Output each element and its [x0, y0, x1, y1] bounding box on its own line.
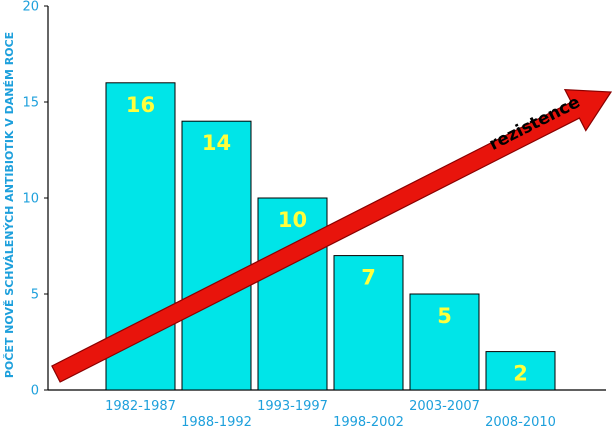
y-tick-label: 15 — [22, 96, 39, 111]
y-axis-label: POČET NOVĚ SCHVÁLENÝCH ANTIBIOTIK V DANÉ… — [3, 32, 16, 378]
x-tick-label: 1993-1997 — [257, 399, 328, 414]
bar — [257, 197, 328, 391]
bar-value-label: 10 — [278, 208, 307, 232]
bar — [485, 351, 556, 391]
bar — [181, 120, 252, 391]
x-tick-label: 1988-1992 — [181, 415, 252, 430]
y-tick-label: 0 — [31, 384, 39, 399]
bar-value-label: 16 — [126, 93, 155, 117]
bar-value-label: 7 — [361, 266, 376, 290]
y-ticks: 0 5 10 15 20 — [22, 0, 48, 399]
bar-value-label: 2 — [513, 362, 528, 386]
y-tick-label: 20 — [22, 0, 39, 15]
x-tick-labels: 1982-1987 1988-1992 1993-1997 1998-2002 2003… — [105, 399, 556, 430]
resistance-arrow-shape — [51, 88, 613, 383]
bars: 16 14 10 7 5 2 — [105, 82, 556, 391]
x-tick-label: 2003-2007 — [409, 399, 480, 414]
x-tick-label: 1982-1987 — [105, 399, 176, 414]
y-tick-label: 10 — [22, 192, 39, 207]
y-tick-label: 5 — [31, 288, 39, 303]
x-tick-label: 1998-2002 — [333, 415, 404, 430]
bar-value-label: 14 — [202, 131, 231, 155]
bar — [409, 293, 480, 391]
x-tick-label: 2008-2010 — [485, 415, 556, 430]
bar — [333, 255, 404, 391]
bar-value-label: 5 — [437, 304, 452, 328]
